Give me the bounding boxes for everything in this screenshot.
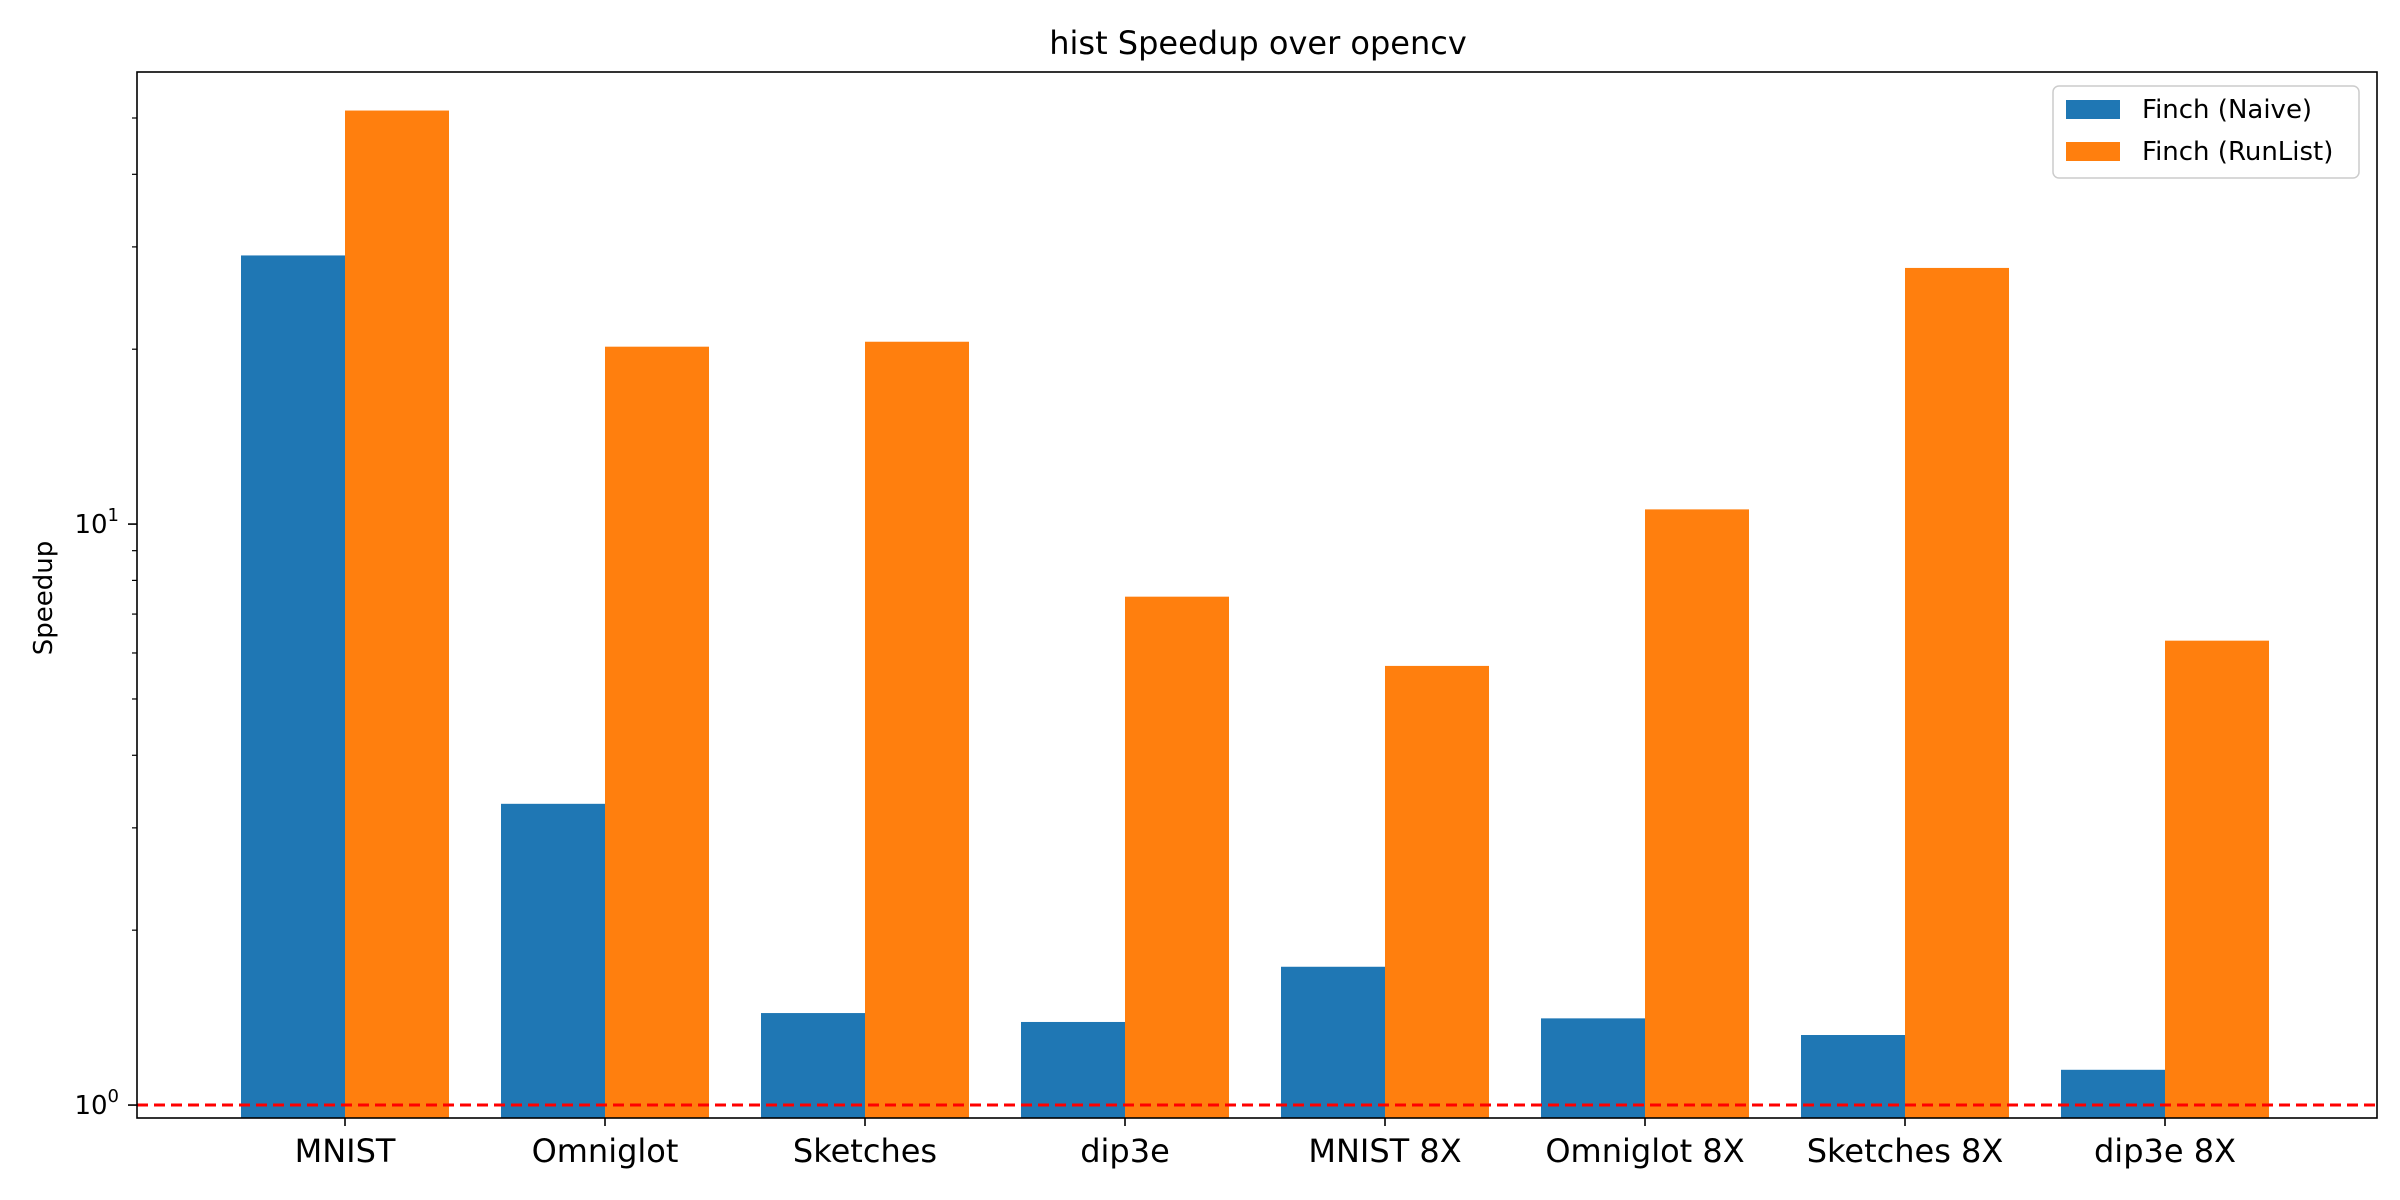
bar-runlist [1385, 665, 1489, 1118]
bar-naive [241, 255, 345, 1118]
x-tick-label: dip3e [1080, 1132, 1170, 1170]
x-tick-label: Sketches [793, 1132, 937, 1170]
bar-runlist [1905, 267, 2009, 1119]
bar-naive [1801, 1035, 1905, 1118]
x-tick-label: Omniglot 8X [1545, 1132, 1744, 1170]
bar-naive [1281, 966, 1385, 1118]
plot-frame [136, 71, 2378, 1119]
bar-runlist [865, 341, 969, 1118]
chart-title: hist Speedup over opencv [1049, 24, 1467, 62]
bar-runlist [1125, 596, 1229, 1118]
legend-swatch [2066, 142, 2120, 161]
y-tick-label: 100 [74, 1086, 119, 1121]
bar-naive [1541, 1018, 1645, 1118]
y-axis-label: Speedup [29, 541, 59, 656]
x-tick-label: MNIST [295, 1132, 396, 1170]
x-tick-label: Sketches 8X [1807, 1132, 2004, 1170]
x-tick-label: MNIST 8X [1308, 1132, 1461, 1170]
bar-runlist [1645, 509, 1749, 1118]
bar-naive [501, 803, 605, 1118]
bar-runlist [605, 346, 709, 1119]
y-tick-label: 101 [74, 505, 119, 540]
legend-swatch [2066, 100, 2120, 119]
x-tick-label: Omniglot [532, 1132, 679, 1170]
legend-label: Finch (RunList) [2142, 137, 2333, 167]
legend: Finch (Naive) Finch (RunList) [2052, 85, 2360, 179]
bar-naive [761, 1013, 865, 1118]
x-tick-label: dip3e 8X [2094, 1132, 2236, 1170]
legend-box [2052, 85, 2360, 179]
bar-runlist [2165, 640, 2269, 1118]
plot-area [137, 110, 2377, 1119]
bar-naive [1021, 1021, 1125, 1118]
bar-naive [2061, 1069, 2165, 1118]
legend-label: Finch (Naive) [2142, 95, 2312, 125]
bar-runlist [345, 110, 449, 1119]
